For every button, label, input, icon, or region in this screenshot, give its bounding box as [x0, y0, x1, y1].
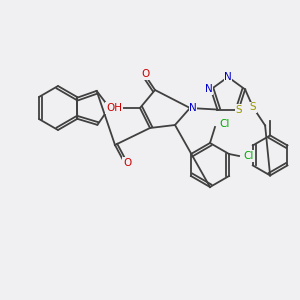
Text: O: O [105, 103, 113, 112]
Text: Cl: Cl [244, 151, 254, 161]
Text: N: N [189, 103, 197, 113]
Text: N: N [205, 84, 213, 94]
Text: S: S [250, 102, 256, 112]
Text: S: S [235, 105, 242, 115]
Text: O: O [141, 69, 149, 79]
Text: O: O [123, 158, 131, 168]
Text: N: N [224, 72, 232, 82]
Text: Cl: Cl [220, 119, 230, 129]
Text: OH: OH [106, 103, 122, 113]
